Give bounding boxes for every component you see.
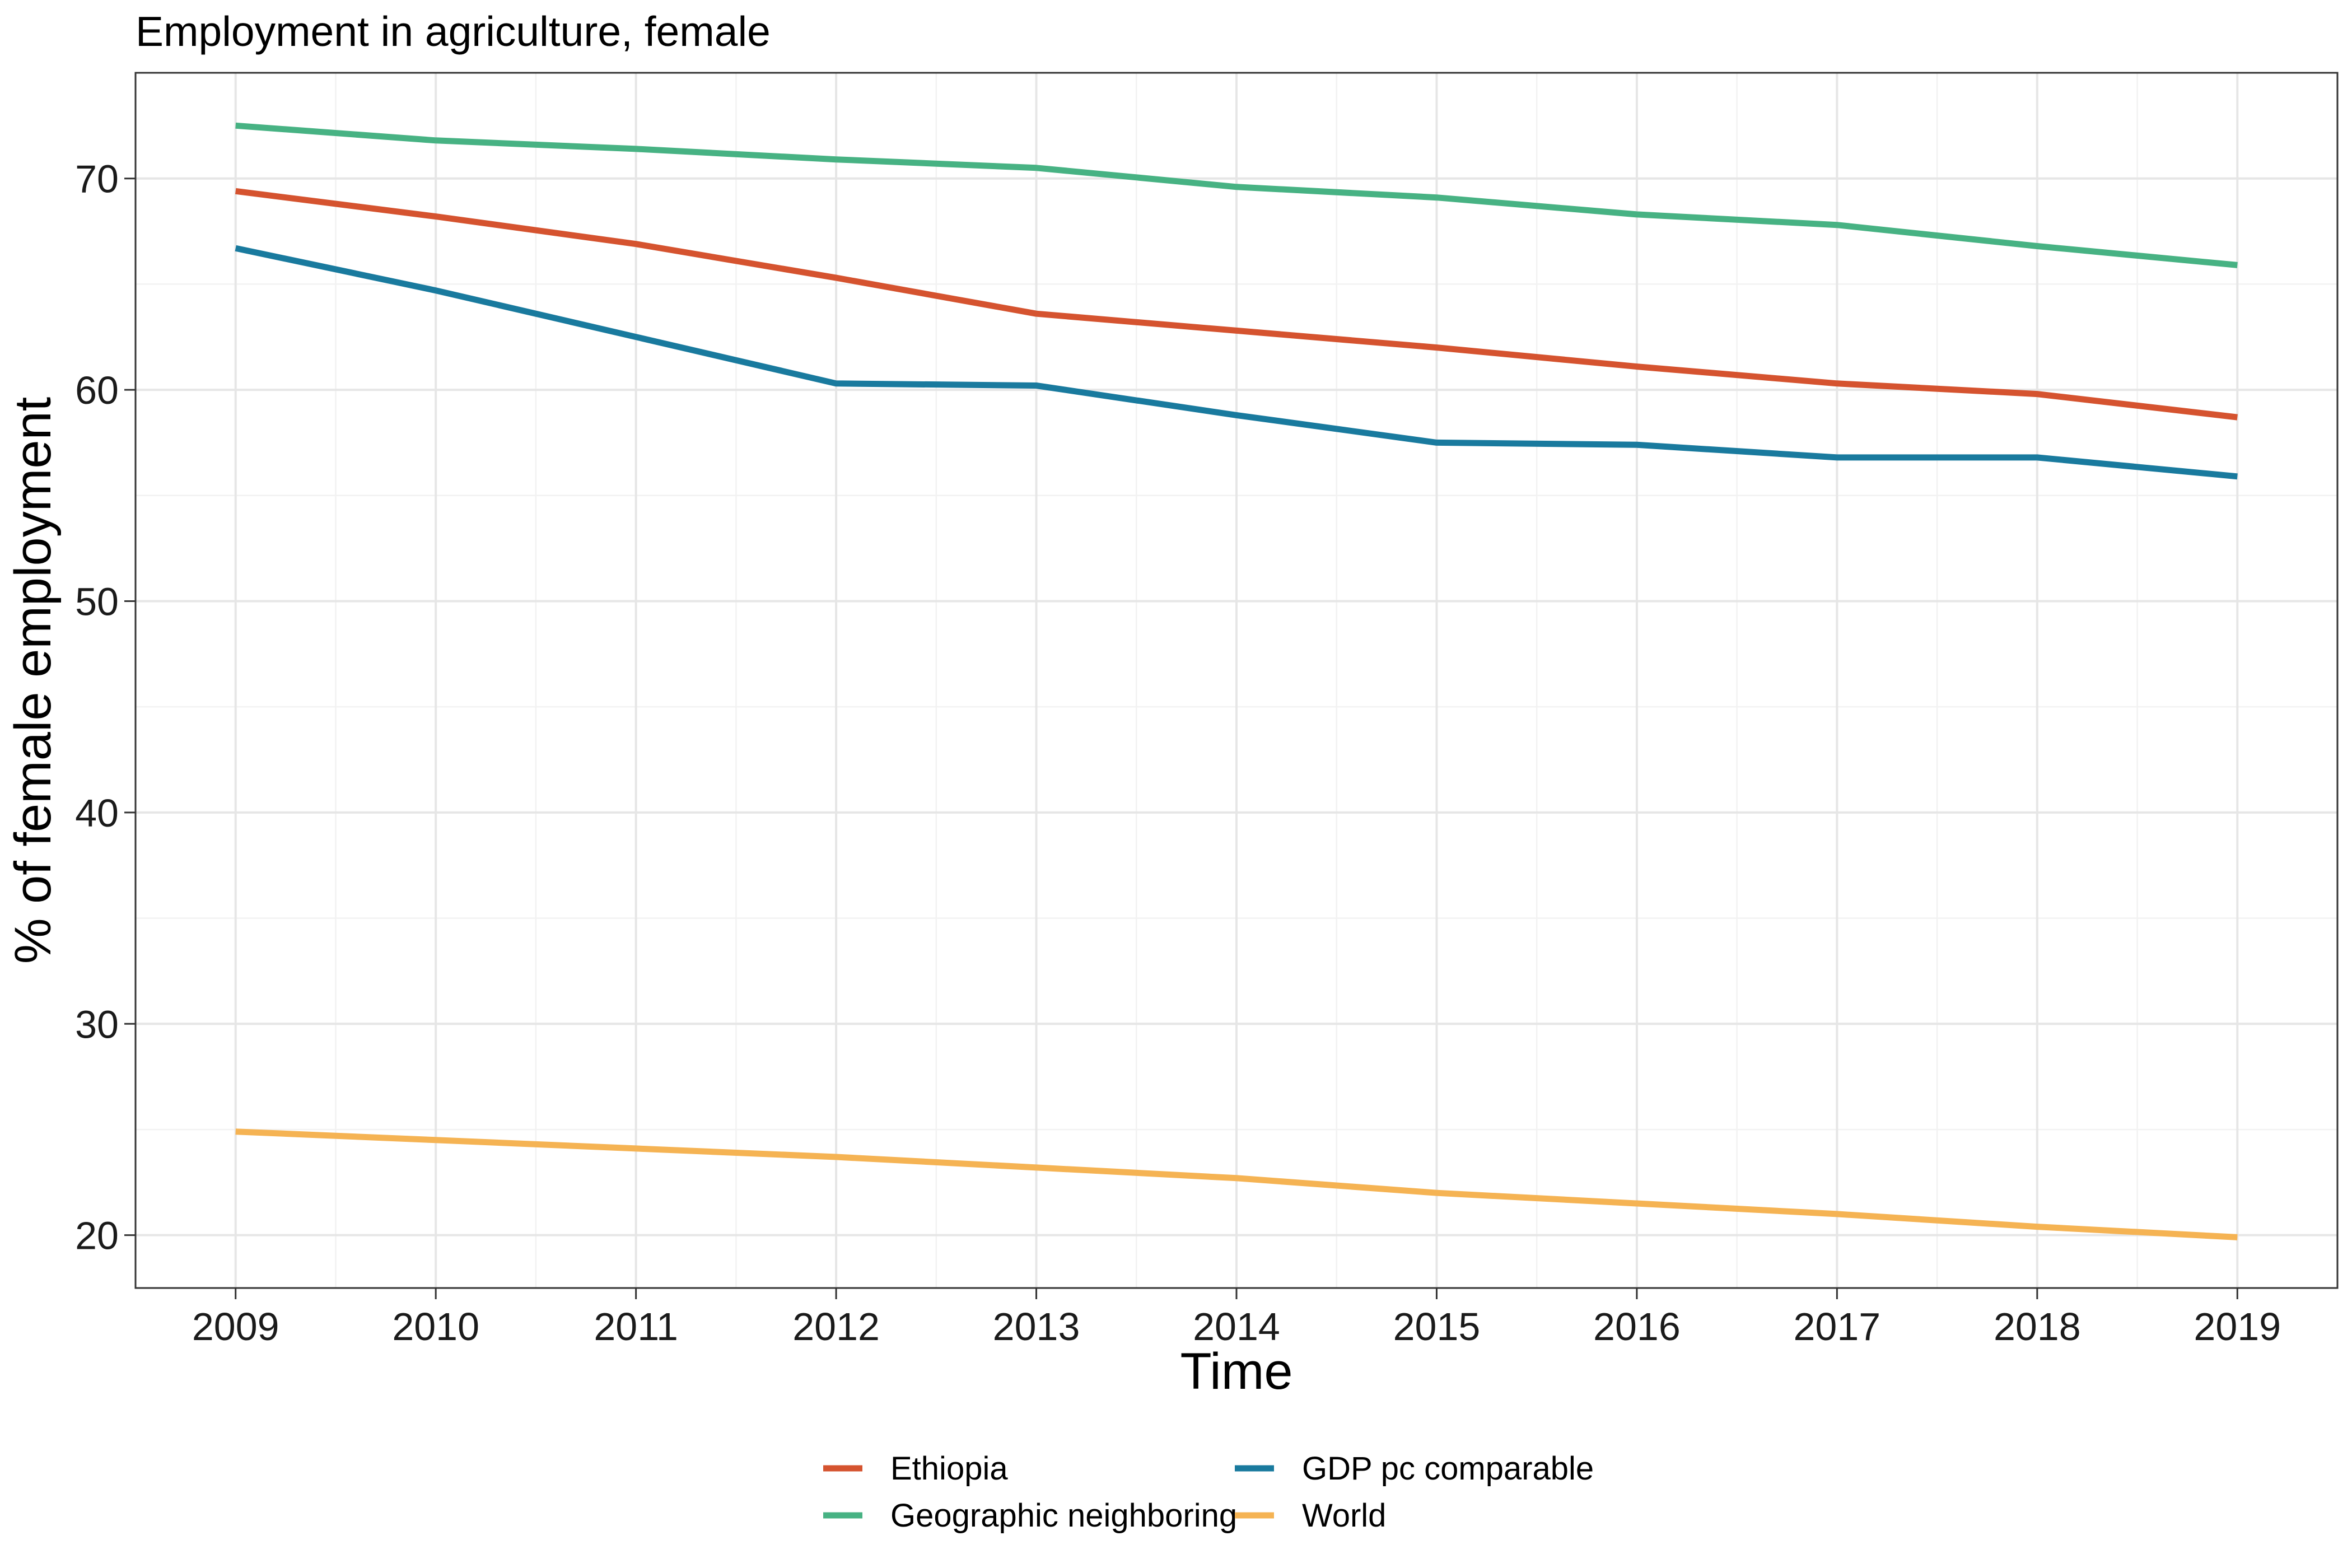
legend-label-ethiopia: Ethiopia <box>890 1450 1008 1487</box>
y-tick-label: 20 <box>75 1214 119 1258</box>
x-tick-label: 2010 <box>392 1305 479 1348</box>
y-axis: 20 30 40 50 60 70 <box>75 157 136 1258</box>
x-axis-title: Time <box>1180 1343 1292 1400</box>
x-tick-label: 2017 <box>1793 1305 1880 1348</box>
x-tick-label: 2012 <box>792 1305 880 1348</box>
series-line-gdp-pc-comparable <box>235 245 2238 480</box>
y-tick-label: 50 <box>75 580 119 623</box>
y-axis-title: % of female employment <box>4 397 62 964</box>
chart-title: Employment in agriculture, female <box>136 8 771 55</box>
legend-label-world: World <box>1302 1497 1386 1534</box>
series-line-world <box>235 1128 2238 1240</box>
x-axis: 2009 2010 2011 2012 2013 2014 2015 2016 2017 2018… <box>192 1288 2281 1348</box>
y-tick-label: 60 <box>75 368 119 412</box>
y-tick-label: 30 <box>75 1002 119 1046</box>
x-tick-label: 2011 <box>594 1305 678 1348</box>
x-tick-label: 2014 <box>1193 1305 1280 1348</box>
x-tick-label: 2009 <box>192 1305 279 1348</box>
x-tick-label: 2013 <box>993 1305 1080 1348</box>
legend-label-geographic-neighboring: Geographic neighboring <box>890 1497 1237 1534</box>
legend: Ethiopia Geographic neighboring GDP pc com… <box>823 1450 1594 1534</box>
legend-label-gdp-pc-comparable: GDP pc comparable <box>1302 1450 1594 1487</box>
series-line-ethiopia <box>235 188 2238 421</box>
x-tick-label: 2018 <box>1994 1305 2081 1348</box>
x-tick-label: 2015 <box>1393 1305 1481 1348</box>
major-gridlines <box>136 73 2337 1288</box>
y-tick-label: 40 <box>75 791 119 835</box>
x-tick-label: 2019 <box>2194 1305 2281 1348</box>
series-lines <box>235 122 2238 1240</box>
series-line-geographic-neighboring <box>235 122 2238 268</box>
y-tick-label: 70 <box>75 157 119 201</box>
x-tick-label: 2016 <box>1593 1305 1681 1348</box>
